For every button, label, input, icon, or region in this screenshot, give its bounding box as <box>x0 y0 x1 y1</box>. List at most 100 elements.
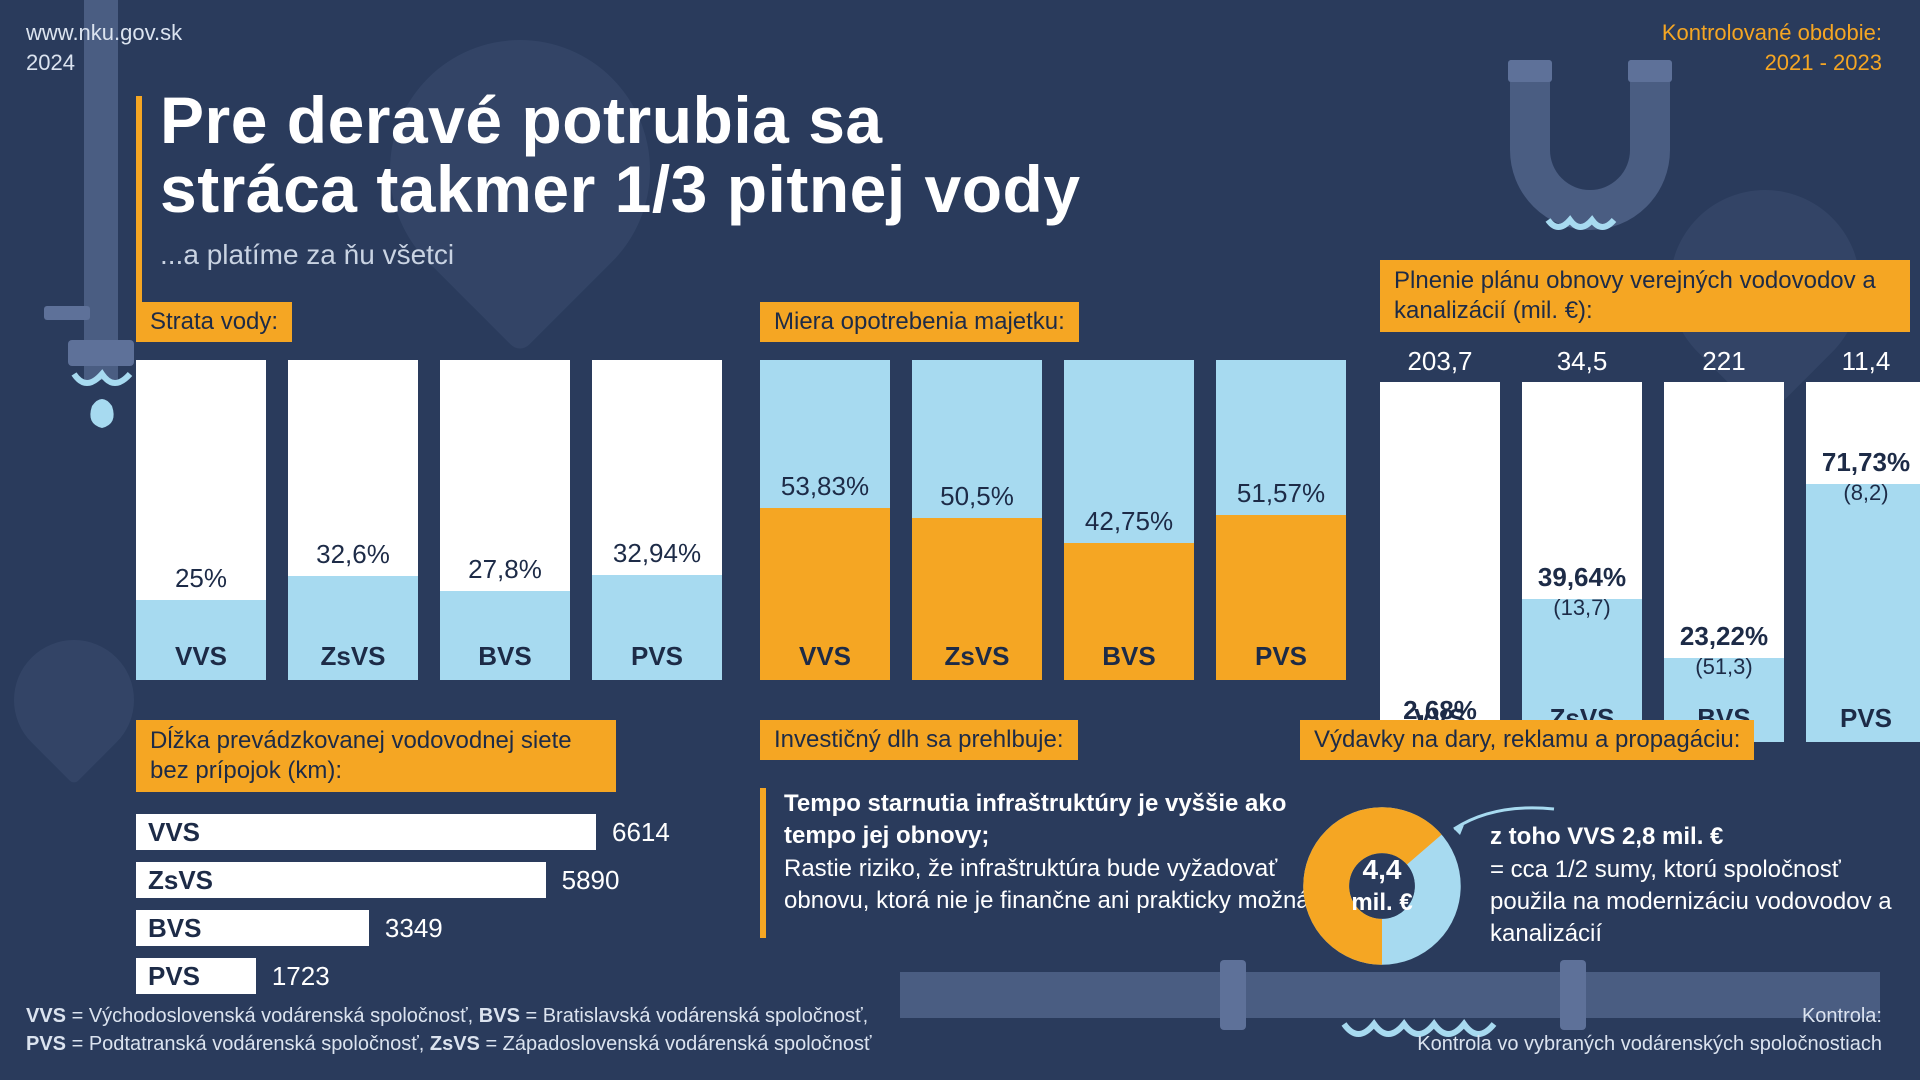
section-label: Plnenie plánu obnovy verejných vodovodov… <box>1380 260 1910 332</box>
section-network-length: Dĺžka prevádzkovanej vodovodnej siete be… <box>136 720 670 994</box>
expenses-note: z toho VVS 2,8 mil. € = cca 1/2 sumy, kt… <box>1490 821 1920 951</box>
hbar-value: 1723 <box>272 961 330 992</box>
bar: 51,57%PVS <box>1216 360 1346 680</box>
bar-category: ZsVS <box>912 641 1042 672</box>
period-label: Kontrolované obdobie: <box>1662 18 1882 48</box>
bar: 50,5% ZsVS <box>912 360 1042 680</box>
legend-abbr: VVS <box>26 1005 66 1027</box>
bar-top-value: 34,5 <box>1522 346 1642 377</box>
bar: 42,75% BVS <box>1064 360 1194 680</box>
bar-value: 53,83% <box>781 471 869 502</box>
hbar-label: VVS <box>136 817 200 848</box>
arrow-icon <box>1450 803 1560 837</box>
pipe-joint-deco <box>44 306 90 320</box>
expenses-note-rest: = cca 1/2 sumy, ktorú spoločnosť použila… <box>1490 856 1892 948</box>
chart-network-length: VVS 6614 ZsVS 5890 BVS 3349 PVS 1723 <box>136 814 670 994</box>
hbar: ZsVS <box>136 862 546 898</box>
legend-text: = Bratislavská vodárenská spoločnosť, <box>520 1005 868 1027</box>
bar-category: BVS <box>1064 641 1194 672</box>
quote-rule <box>760 788 766 938</box>
title-rule <box>136 96 142 316</box>
section-wear: Miera opotrebenia majetku: 53,83% VVS 50,5… <box>760 302 1346 680</box>
pipe-joint-deco <box>68 340 134 366</box>
bar-category: BVS <box>440 641 570 672</box>
bar-top-value: 11,4 <box>1806 346 1920 377</box>
bar-category: ZsVS <box>288 641 418 672</box>
legend-text: = Západoslovenská vodárenská spoločnosť <box>480 1033 872 1055</box>
chart-plan: 2,68%(5,5)VVS203,739,64%(13,7)ZsVS34,523… <box>1380 382 1920 742</box>
bar: 32,94% PVS <box>592 360 722 680</box>
section-label: Dĺžka prevádzkovanej vodovodnej siete be… <box>136 720 616 792</box>
pipe-ubend-deco <box>1500 60 1740 260</box>
hbar-value: 5890 <box>562 865 620 896</box>
hbar-value: 3349 <box>385 913 443 944</box>
hbar-row: BVS 3349 <box>136 910 670 946</box>
title-line: stráca takmer 1/3 pitnej vody <box>160 155 1081 224</box>
bar: 71,73%(8,2)PVS11,4 <box>1806 382 1920 742</box>
bar-value: 32,94% <box>613 538 701 569</box>
hbar: VVS <box>136 814 596 850</box>
bar-value: 71,73% <box>1822 447 1910 478</box>
debt-rest: Rastie riziko, že infraštruktúra bude vy… <box>784 855 1310 914</box>
bar: 39,64%(13,7)ZsVS34,5 <box>1522 382 1642 742</box>
section-label: Výdavky na dary, reklamu a propagáciu: <box>1300 720 1754 760</box>
bar-value: 42,75% <box>1085 506 1173 537</box>
hbar: BVS <box>136 910 369 946</box>
title-line: Pre deravé potrubia sa <box>160 86 1081 155</box>
bar-top-value: 203,7 <box>1380 346 1500 377</box>
header-meta-right: Kontrolované obdobie: 2021 - 2023 <box>1662 18 1882 77</box>
hbar: PVS <box>136 958 256 994</box>
footer-source: Kontrola: Kontrola vo vybraných vodárens… <box>1417 1002 1882 1058</box>
source-url: www.nku.gov.sk <box>26 18 182 48</box>
legend-text: = Podtatranská vodárenská spoločnosť, <box>66 1033 430 1055</box>
bar-top-value: 221 <box>1664 346 1784 377</box>
header-meta-left: www.nku.gov.sk 2024 <box>26 18 182 77</box>
section-label: Investičný dlh sa prehlbuje: <box>760 720 1078 760</box>
bar-value: 32,6% <box>316 539 390 570</box>
bar-value: 50,5% <box>940 481 1014 512</box>
section-debt: Investičný dlh sa prehlbuje: Tempo starn… <box>760 720 1344 938</box>
bar: 53,83% VVS <box>760 360 890 680</box>
footer-legend: VVS = Východoslovenská vodárenská spoloč… <box>26 1002 872 1058</box>
bar-subvalue: (51,3) <box>1695 654 1752 680</box>
bar-category: VVS <box>760 641 890 672</box>
title-block: Pre deravé potrubia sa stráca takmer 1/3… <box>160 86 1081 271</box>
bar-value: 25% <box>175 563 227 594</box>
hbar-row: PVS 1723 <box>136 958 670 994</box>
bar: 32,6% ZsVS <box>288 360 418 680</box>
bar-value: 23,22% <box>1680 621 1768 652</box>
hbar-label: BVS <box>136 913 201 944</box>
hbar-row: VVS 6614 <box>136 814 670 850</box>
hbar-row: ZsVS 5890 <box>136 862 670 898</box>
bar: 23,22%(51,3)BVS221 <box>1664 382 1784 742</box>
bar-value: 39,64% <box>1538 562 1626 593</box>
bar-subvalue: (8,2) <box>1843 480 1888 506</box>
bar-category: PVS <box>592 641 722 672</box>
period-value: 2021 - 2023 <box>1662 48 1882 78</box>
page-subtitle: ...a platíme za ňu všetci <box>160 239 1081 271</box>
debt-quote: Tempo starnutia infraštruktúry je vyššie… <box>760 788 1344 938</box>
legend-abbr: BVS <box>479 1005 520 1027</box>
section-plan: Plnenie plánu obnovy verejných vodovodov… <box>1380 260 1920 742</box>
section-water-loss: Strata vody: 25%VVS32,6%ZsVS27,8%BVS32,9… <box>136 302 722 680</box>
chart-wear: 53,83% VVS 50,5% ZsVS 42,75% BVS 51,57%PVS <box>760 360 1346 680</box>
debt-bold: Tempo starnutia infraštruktúry je vyššie… <box>784 790 1286 849</box>
chart-water-loss: 25%VVS32,6%ZsVS27,8%BVS32,94%PVS <box>136 360 722 680</box>
legend-abbr: PVS <box>26 1033 66 1055</box>
footer-label: Kontrola: <box>1417 1002 1882 1030</box>
bar: 2,68%(5,5)VVS203,7 <box>1380 382 1500 742</box>
bar-category: PVS <box>1216 641 1346 672</box>
section-expenses: Výdavky na dary, reklamu a propagáciu: 4… <box>1300 720 1920 986</box>
donut-unit: mil. € <box>1351 889 1412 916</box>
donut-center: 4,4 mil. € <box>1351 855 1412 917</box>
bar-value: 27,8% <box>468 554 542 585</box>
page-title: Pre deravé potrubia sa stráca takmer 1/3… <box>160 86 1081 225</box>
hbar-value: 6614 <box>612 817 670 848</box>
section-label: Miera opotrebenia majetku: <box>760 302 1079 342</box>
donut-total: 4,4 <box>1363 854 1402 885</box>
debt-text: Tempo starnutia infraštruktúry je vyššie… <box>784 788 1344 938</box>
water-drip-deco <box>70 366 140 446</box>
bar: 27,8% BVS <box>440 360 570 680</box>
expenses-content: 4,4 mil. € z toho VVS 2,8 mil. € = cca 1… <box>1300 786 1920 986</box>
bar-subvalue: (13,7) <box>1553 595 1610 621</box>
